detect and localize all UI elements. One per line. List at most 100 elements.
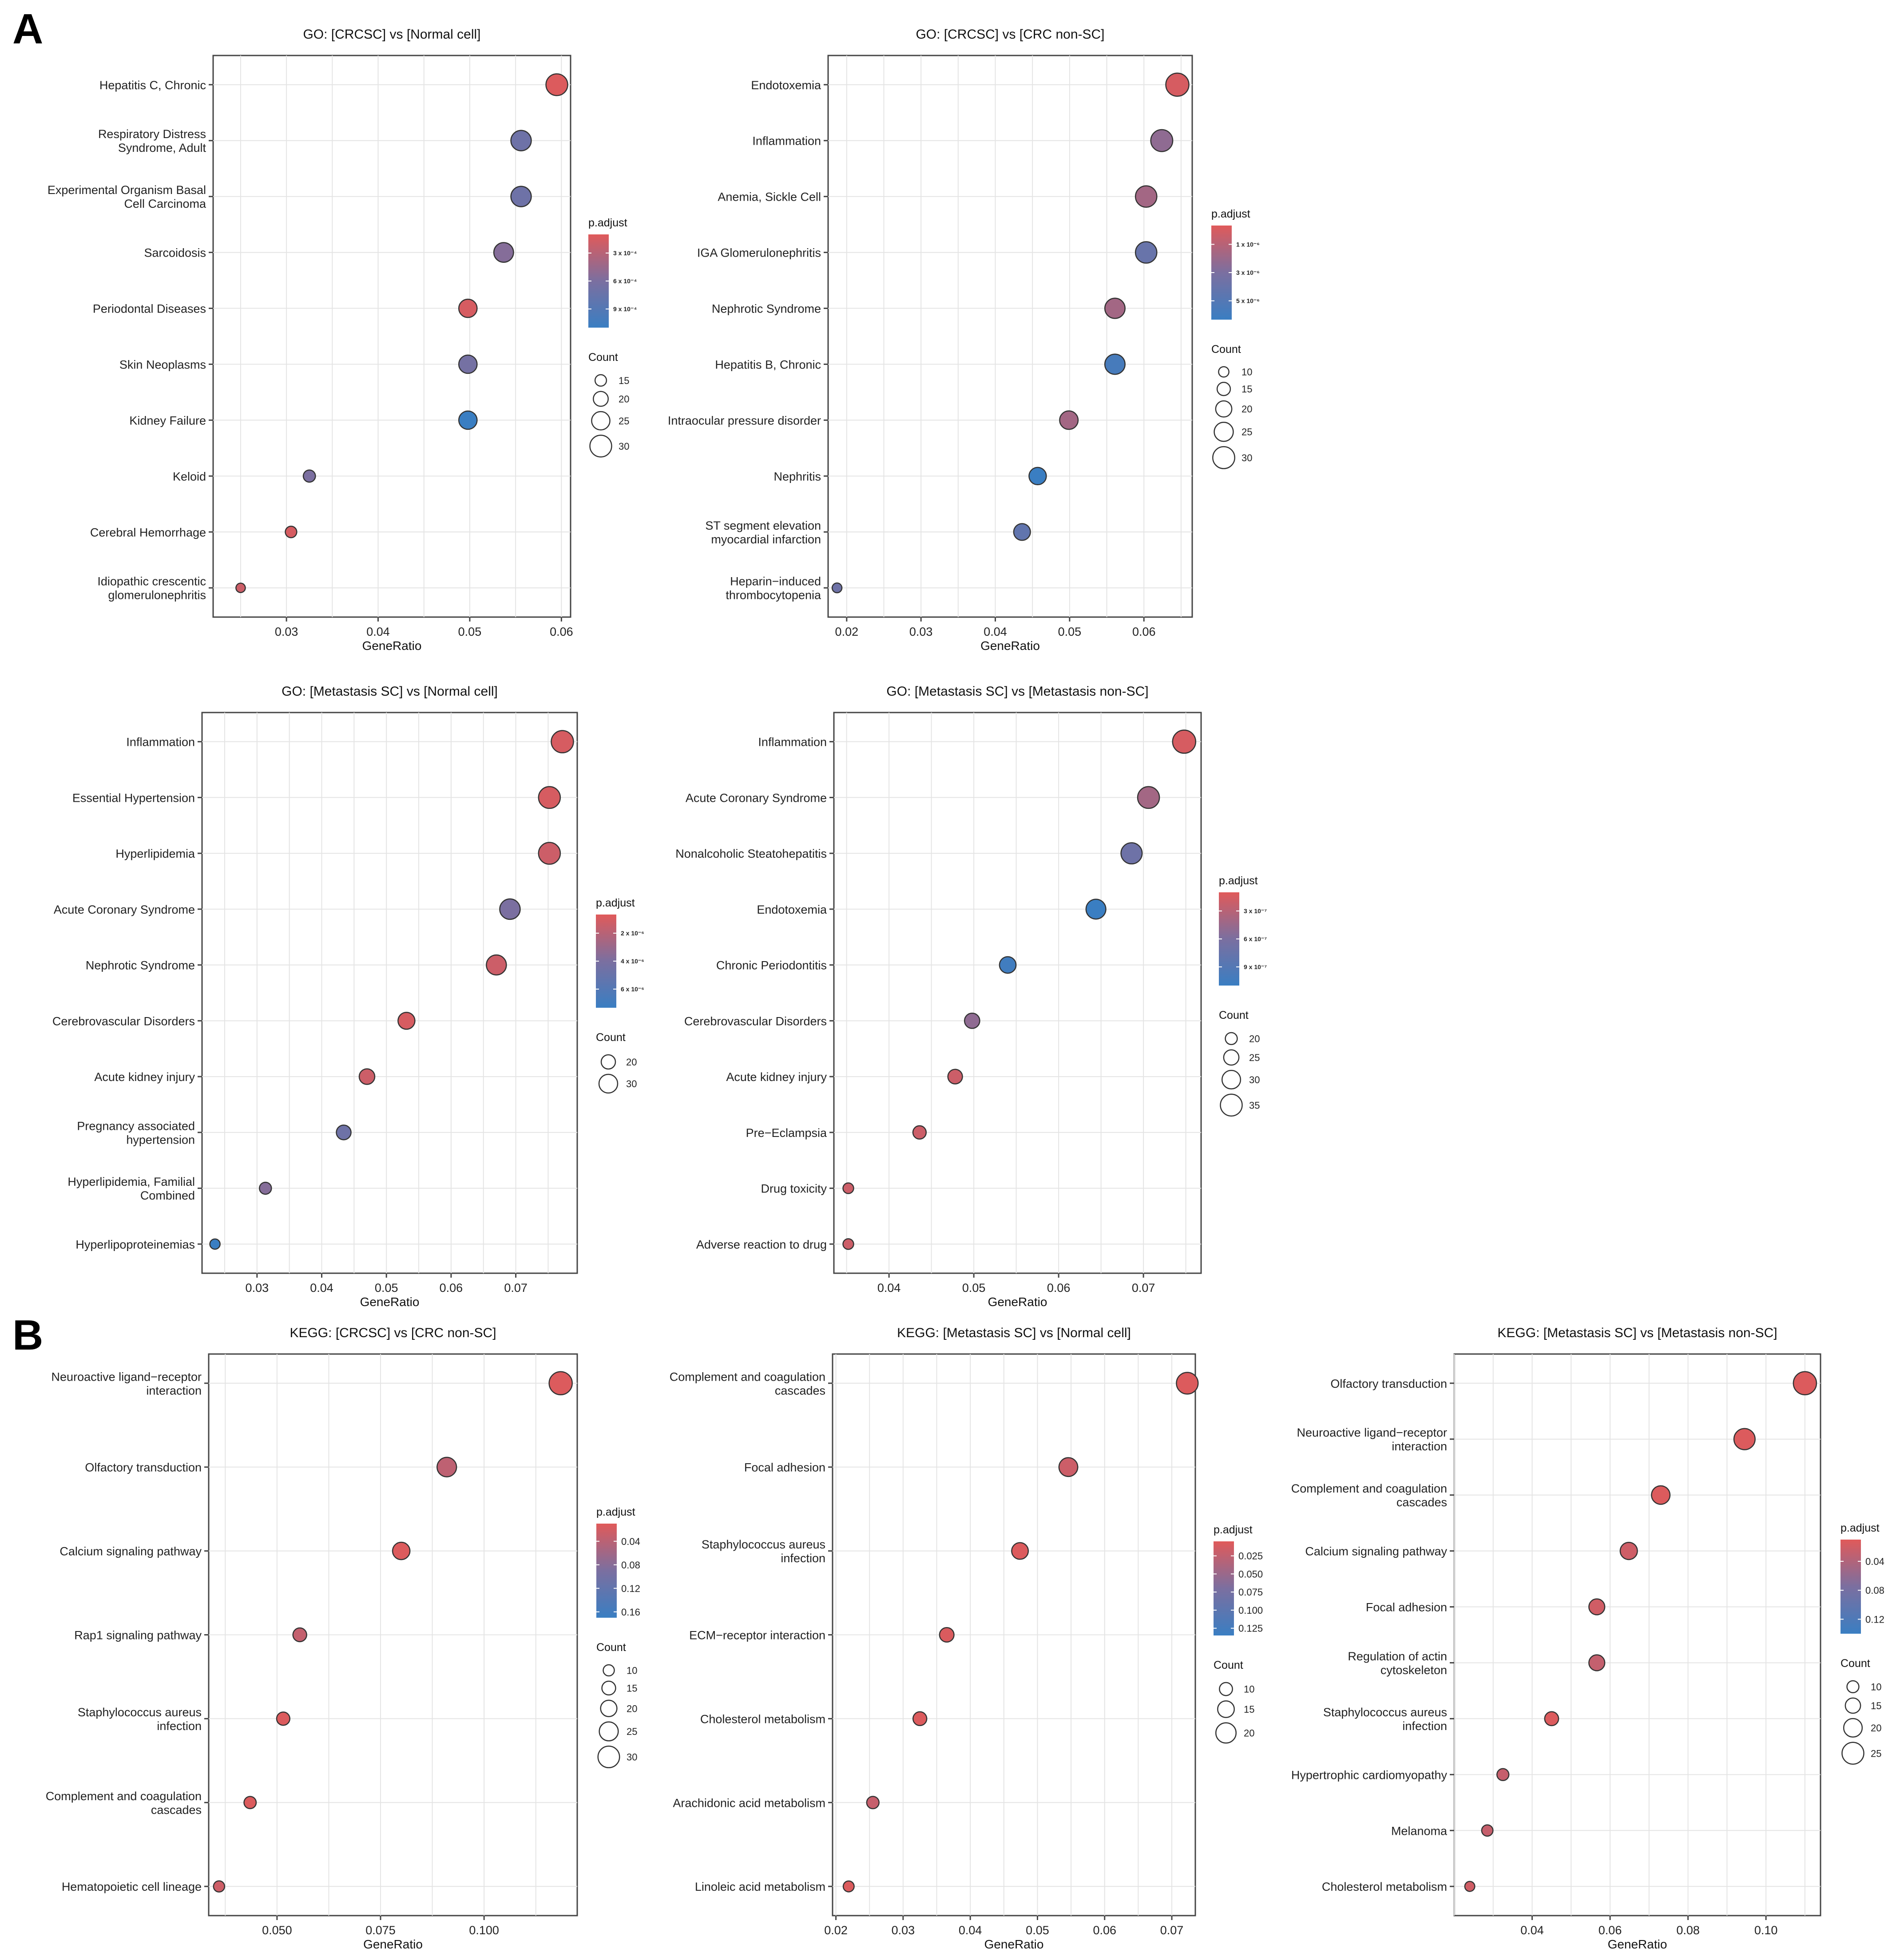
x-tick-label: 0.04 <box>366 625 390 638</box>
count-legend-title: Count <box>1219 1009 1249 1022</box>
term-label: Hyperlipidemia <box>115 847 195 860</box>
plot-frame <box>201 712 578 1274</box>
plot-go-metsc-metnonsc: GO: [Metastasis SC] vs [Metastasis non-S… <box>675 684 1267 1309</box>
data-point <box>1104 297 1126 319</box>
data-point <box>302 469 316 483</box>
plot-go-metsc-normal: GO: [Metastasis SC] vs [Normal cell] Infl… <box>52 684 644 1309</box>
x-tick-label: 0.06 <box>440 1281 463 1295</box>
term-label: Acute Coronary Syndrome <box>54 903 195 916</box>
data-point <box>538 842 561 865</box>
colorbar-tick-label: 9 x 10⁻⁷ <box>1244 963 1267 970</box>
x-tick-label: 0.03 <box>892 1924 915 1937</box>
x-tick-label: 0.06 <box>1132 625 1156 638</box>
data-point <box>510 130 532 151</box>
colorbar-tick-label: 5 x 10⁻⁶ <box>1236 297 1260 305</box>
term-label: Complement and coagulation <box>670 1370 825 1383</box>
term-label: Regulation of actin <box>1348 1650 1447 1663</box>
count-legend-label: 15 <box>1871 1700 1881 1711</box>
colorbar-tick-label: 3 x 10⁻⁶ <box>1236 269 1260 276</box>
term-label: Olfactory transduction <box>85 1461 202 1474</box>
term-label: ECM−receptor interaction <box>689 1629 825 1642</box>
count-legend-label: 20 <box>1249 1033 1260 1044</box>
data-point <box>964 1012 980 1029</box>
data-point <box>1058 1457 1079 1477</box>
chart-title: KEGG: [Metastasis SC] vs [Metastasis non… <box>1497 1326 1777 1340</box>
plot-kegg-crcsc-crc-nonsc: KEGG: [CRCSC] vs [CRC non-SC] Neuroactive… <box>46 1326 640 1951</box>
count-legend-label: 20 <box>1871 1722 1881 1734</box>
colorbar-tick-label: 6 x 10⁻⁷ <box>1244 935 1267 942</box>
term-label: Cerebrovascular Disorders <box>684 1014 827 1028</box>
x-tick-label: 0.06 <box>1047 1281 1071 1295</box>
count-legend-circle <box>597 1746 620 1769</box>
data-point <box>1059 410 1079 430</box>
padj-legend-title: p.adjust <box>1211 208 1250 220</box>
data-point <box>276 1711 290 1726</box>
x-tick-label: 0.05 <box>1058 625 1082 638</box>
chart-title: GO: [CRCSC] vs [Normal cell] <box>303 27 480 42</box>
count-legend-label: 15 <box>627 1683 637 1694</box>
x-tick-label: 0.07 <box>504 1281 528 1295</box>
count-legend-title: Count <box>1214 1659 1243 1671</box>
x-tick-label: 0.04 <box>1520 1924 1544 1937</box>
term-label: Skin Neoplasms <box>119 358 206 371</box>
term-label: Respiratory Distress <box>98 127 206 141</box>
count-legend-label: 30 <box>619 441 629 452</box>
term-label: Complement and coagulation <box>1291 1482 1447 1495</box>
count-legend-label: 15 <box>1244 1704 1254 1715</box>
data-point <box>1496 1768 1510 1782</box>
term-label: Periodontal Diseases <box>93 302 206 316</box>
colorbar-tick-label: 0.04 <box>621 1536 640 1547</box>
term-label: Melanoma <box>1391 1824 1448 1837</box>
padj-colorbar <box>596 915 616 1008</box>
count-legend-circle <box>589 435 612 458</box>
term-label: Cholesterol metabolism <box>700 1712 825 1726</box>
count-legend-label: 10 <box>627 1665 637 1676</box>
x-axis-title: GeneRatio <box>988 1295 1047 1309</box>
count-legend-title: Count <box>596 1031 626 1044</box>
plot-go-crcsc-normal: GO: [CRCSC] vs [Normal cell] Hepatitis C,… <box>48 27 637 653</box>
term-label: Olfactory transduction <box>1330 1377 1447 1390</box>
term-label: hypertension <box>126 1133 195 1146</box>
term-label: Sarcoidosis <box>144 246 206 260</box>
term-label: Staphylococcus aureus <box>78 1706 202 1719</box>
count-legend-title: Count <box>1211 343 1241 356</box>
data-point <box>842 1880 855 1893</box>
data-point <box>999 956 1017 974</box>
term-label: Nephritis <box>773 470 821 483</box>
count-legend-circle <box>600 1054 616 1070</box>
term-label: ST segment elevation <box>705 519 821 532</box>
term-label: Hepatitis C, Chronic <box>99 79 206 92</box>
term-label: Keloid <box>173 470 206 483</box>
term-label: Acute Coronary Syndrome <box>686 791 827 804</box>
count-legend-circle <box>1220 1093 1243 1117</box>
x-tick-label: 0.04 <box>984 625 1007 638</box>
data-point <box>486 954 507 976</box>
colorbar-tick-label: 0.08 <box>1865 1585 1884 1596</box>
count-legend-circle <box>1221 1069 1242 1090</box>
term-label: Anemia, Sickle Cell <box>718 190 821 204</box>
x-axis-title: GeneRatio <box>360 1295 420 1309</box>
panel-label-a: A <box>12 5 43 53</box>
count-legend-label: 25 <box>619 416 629 427</box>
data-point <box>458 410 478 430</box>
term-label: Nephrotic Syndrome <box>712 302 821 316</box>
count-legend-label: 25 <box>1249 1052 1260 1063</box>
data-point <box>292 1627 307 1643</box>
count-legend-title: Count <box>1841 1657 1870 1670</box>
count-legend-circle <box>1846 1680 1860 1694</box>
chart-title: KEGG: [Metastasis SC] vs [Normal cell] <box>897 1326 1131 1340</box>
x-tick-label: 0.02 <box>824 1924 848 1937</box>
colorbar-tick-label: 0.075 <box>1238 1587 1263 1598</box>
term-label: cascades <box>1396 1496 1447 1509</box>
term-label: Endotoxemia <box>751 79 821 92</box>
x-tick-label: 0.06 <box>1599 1924 1622 1937</box>
count-legend-label: 20 <box>1242 404 1252 415</box>
term-label: Intraocular pressure disorder <box>668 414 821 427</box>
chart-title: GO: [Metastasis SC] vs [Normal cell] <box>282 684 498 699</box>
colorbar-tick-label: 6 x 10⁻⁴ <box>613 277 637 285</box>
padj-legend-title: p.adjust <box>596 897 635 909</box>
term-label: Inflammation <box>752 135 821 148</box>
term-label: Linoleic acid metabolism <box>695 1880 825 1893</box>
x-tick-label: 0.05 <box>375 1281 398 1295</box>
data-point <box>209 1238 221 1250</box>
